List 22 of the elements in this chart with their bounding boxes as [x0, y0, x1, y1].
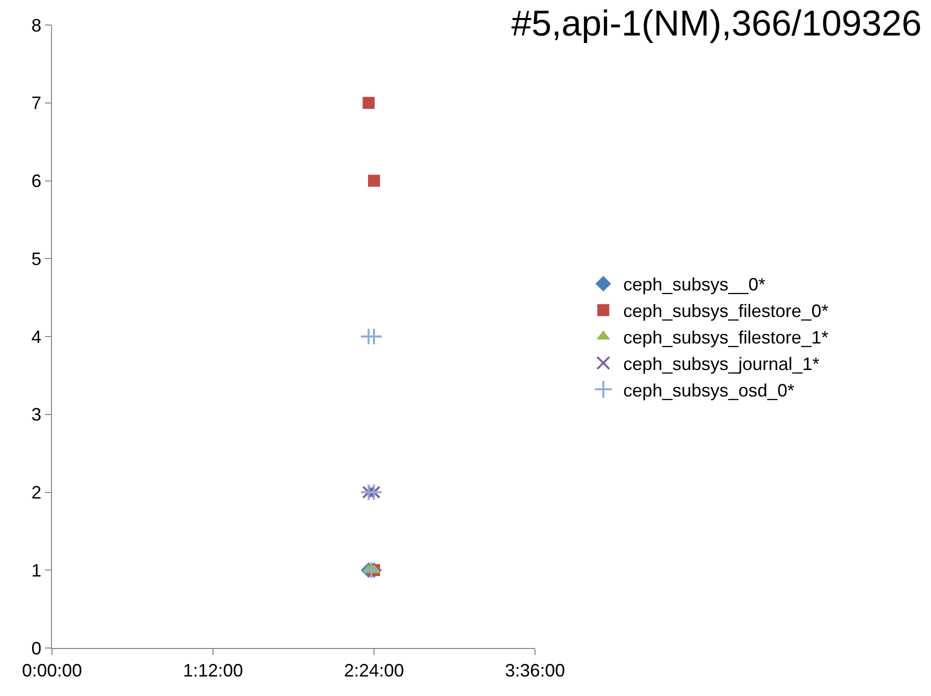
x-tick-label: 3:36:00	[504, 660, 566, 681]
y-tick-label: 0	[31, 638, 42, 658]
legend-label: ceph_subsys_osd_0*	[623, 380, 794, 400]
legend-label: ceph_subsys__0*	[623, 274, 766, 295]
legend-label: ceph_subsys_journal_1*	[623, 354, 820, 374]
y-tick-label: 5	[31, 248, 42, 269]
x-tick-label: 1:12:00	[182, 660, 244, 681]
x-tick-label: 0:00:00	[22, 660, 82, 681]
legend-label: ceph_subsys_filestore_0*	[623, 301, 828, 322]
y-tick-label: 7	[31, 93, 42, 114]
point	[368, 174, 380, 187]
text: #5,api-1(NM),366/109326	[511, 2, 922, 44]
point	[362, 561, 380, 579]
y-tick-label: 4	[31, 326, 42, 347]
y-tick-label: 3	[31, 404, 42, 425]
y-tick-label: 8	[31, 15, 42, 36]
y-tick-label: 2	[31, 482, 42, 503]
x-tick-label: 2:24:00	[344, 660, 404, 681]
y-tick-label: 6	[31, 171, 42, 192]
y-tick-label: 1	[31, 560, 42, 580]
point	[362, 96, 375, 109]
legend-label: ceph_subsys_filestore_1*	[623, 328, 828, 348]
